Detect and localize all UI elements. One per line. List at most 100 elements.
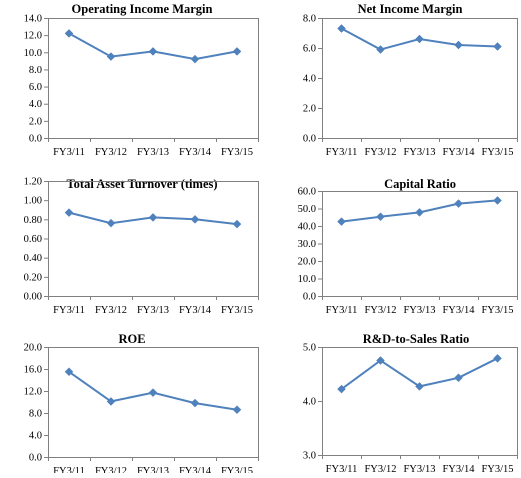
chart-title: Capital Ratio xyxy=(384,177,456,191)
x-tick-label: FY3/11 xyxy=(326,147,358,158)
y-tick-label: 0.0 xyxy=(303,134,316,145)
chart-title: Total Asset Turnover (times) xyxy=(66,177,217,191)
x-tick-label: FY3/12 xyxy=(364,147,396,158)
chart-title: Net Income Margin xyxy=(358,2,463,16)
x-tick-label: FY3/11 xyxy=(53,305,85,316)
y-tick-label: 8.0 xyxy=(303,14,316,25)
y-tick-label: 20.0 xyxy=(298,257,316,268)
chart-panel-5: ROE 0.0 4.0 8.0 12.0 16.0 20.0 FY3/11 FY3/12 FY3/… xyxy=(24,332,259,477)
x-tick-label: FY3/15 xyxy=(481,464,513,473)
y-tick-label: 12.0 xyxy=(24,387,42,398)
data-point-marker xyxy=(493,196,502,205)
x-tick-label: FY3/15 xyxy=(221,305,253,316)
data-point-marker xyxy=(376,356,385,365)
x-tick-label: FY3/12 xyxy=(364,305,396,316)
y-tick-label: 0.60 xyxy=(24,234,42,245)
y-tick-label: 3.0 xyxy=(303,451,316,462)
data-point-marker xyxy=(148,213,158,222)
y-tick-label: 1.20 xyxy=(24,177,42,188)
data-point-marker xyxy=(337,24,346,33)
x-tick-label: FY3/15 xyxy=(221,147,253,158)
y-tick-label: 0.40 xyxy=(24,253,42,264)
y-tick-label: 5.0 xyxy=(303,343,316,354)
data-point-marker xyxy=(337,217,346,226)
y-tick-label: 0.0 xyxy=(29,453,42,464)
chart-title: R&D-to-Sales Ratio xyxy=(363,332,470,346)
y-tick-label: 6.0 xyxy=(303,44,316,55)
x-tick-label: FY3/12 xyxy=(95,147,127,158)
x-tick-label: FY3/13 xyxy=(137,466,169,473)
y-tick-label: 40.0 xyxy=(298,222,316,233)
x-tick-label: FY3/14 xyxy=(179,305,212,316)
data-point-marker xyxy=(232,219,242,229)
x-tick-label: FY3/13 xyxy=(137,305,169,316)
y-tick-label: 4.0 xyxy=(303,74,316,85)
data-point-marker xyxy=(376,212,385,222)
x-tick-label: FY3/13 xyxy=(403,464,435,473)
x-tick-label: FY3/13 xyxy=(403,147,435,158)
y-tick-label: 0.00 xyxy=(24,292,42,303)
plot-area-border xyxy=(322,347,518,456)
x-tick-label: FY3/14 xyxy=(442,464,475,473)
y-tick-label: 10.0 xyxy=(24,48,42,59)
plot-area-border xyxy=(322,18,518,139)
y-tick-label: 10.0 xyxy=(298,274,316,285)
y-tick-label: 16.0 xyxy=(24,365,42,376)
data-point-marker xyxy=(190,214,200,224)
y-tick-label: 0.0 xyxy=(29,134,42,145)
chart-title: Operating Income Margin xyxy=(72,2,213,16)
y-tick-label: 50.0 xyxy=(298,204,316,215)
x-tick-label: FY3/11 xyxy=(326,305,358,316)
data-point-marker xyxy=(148,47,158,56)
y-tick-label: 0.20 xyxy=(24,272,42,283)
data-point-marker xyxy=(106,397,116,406)
x-tick-label: FY3/14 xyxy=(179,466,212,473)
y-tick-label: 1.00 xyxy=(24,196,42,207)
data-point-marker xyxy=(106,52,116,61)
x-tick-label: FY3/12 xyxy=(364,464,396,473)
y-tick-label: 2.0 xyxy=(29,116,42,127)
x-tick-label: FY3/13 xyxy=(403,305,435,316)
data-point-marker xyxy=(64,367,74,377)
plot-area-border xyxy=(48,181,259,297)
x-tick-label: FY3/12 xyxy=(95,466,127,473)
data-point-marker xyxy=(415,382,424,391)
x-tick-label: FY3/14 xyxy=(442,305,475,316)
chart-panel-6: R&D-to-Sales Ratio 3.0 4.0 5.0 FY3/11 FY3/12 F… xyxy=(303,332,518,475)
y-tick-label: 2.0 xyxy=(303,104,316,115)
x-tick-label: FY3/11 xyxy=(326,464,358,473)
x-tick-label: FY3/13 xyxy=(137,147,169,158)
x-tick-label: FY3/14 xyxy=(442,147,475,158)
y-tick-label: 4.0 xyxy=(29,99,42,110)
y-tick-label: 6.0 xyxy=(29,82,42,93)
y-tick-label: 30.0 xyxy=(298,239,316,250)
data-point-marker xyxy=(454,373,463,383)
chart-panel-3: Total Asset Turnover (times) 0.00 0.20 0.40… xyxy=(24,177,259,316)
chart-panel-4: Capital Ratio 0.0 10.0 20.0 30.0 40.0 50.0 60.0… xyxy=(298,177,518,316)
plot-area-border xyxy=(322,191,518,297)
plot-area-border xyxy=(48,18,259,139)
data-point-marker xyxy=(376,45,385,54)
chart-panel-1: Operating Income Margin 0.0 2.0 4.0 6.0 8.0 10… xyxy=(24,2,259,158)
y-tick-label: 20.0 xyxy=(24,343,42,354)
data-point-marker xyxy=(64,208,74,217)
y-tick-label: 12.0 xyxy=(24,31,42,42)
data-point-marker xyxy=(64,29,74,38)
x-tick-label: FY3/11 xyxy=(53,466,85,473)
data-point-marker xyxy=(190,54,200,64)
y-tick-label: 4.0 xyxy=(303,397,316,408)
data-point-marker xyxy=(190,398,200,408)
data-point-marker xyxy=(415,34,424,44)
x-tick-label: FY3/15 xyxy=(481,147,513,158)
y-tick-label: 4.0 xyxy=(29,431,42,442)
data-point-marker xyxy=(232,405,242,415)
data-point-marker xyxy=(454,40,463,50)
y-tick-label: 8.0 xyxy=(29,65,42,76)
data-point-marker xyxy=(148,388,158,398)
x-tick-label: FY3/15 xyxy=(481,305,513,316)
x-tick-label: FY3/12 xyxy=(95,305,127,316)
y-tick-label: 60.0 xyxy=(298,187,316,198)
data-point-marker xyxy=(232,47,242,56)
